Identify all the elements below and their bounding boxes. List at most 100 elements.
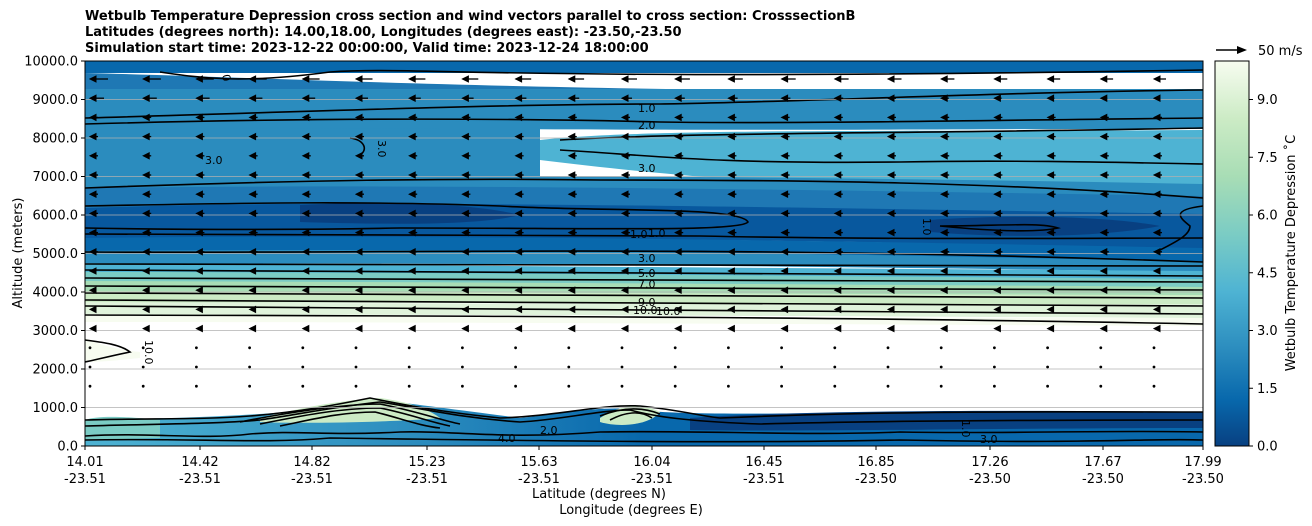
x-tick-label-lat: 16.04 xyxy=(633,455,670,470)
x-tick-label-lon: -23.51 xyxy=(631,472,673,487)
wind-dot xyxy=(993,365,996,369)
wind-arrowhead xyxy=(833,171,842,179)
wind-arrowhead xyxy=(88,171,97,179)
wind-arrowhead xyxy=(940,113,948,122)
wind-arrowhead xyxy=(88,267,97,275)
wind-arrowhead xyxy=(1099,209,1108,218)
wind-arrowhead xyxy=(301,190,310,199)
wind-dot xyxy=(1046,365,1049,369)
wind-arrowhead xyxy=(1046,305,1055,314)
wind-arrowhead xyxy=(780,190,789,199)
colorbar-tick-label: 6.0 xyxy=(1257,209,1278,224)
wind-dot xyxy=(780,365,783,369)
wind-arrowhead xyxy=(940,267,948,275)
wind-arrowhead xyxy=(142,228,150,237)
wind-arrowhead xyxy=(674,94,682,103)
wind-arrowhead xyxy=(567,151,576,160)
wind-arrowhead xyxy=(195,267,203,275)
wind-arrowhead xyxy=(886,75,895,83)
wind-arrowhead xyxy=(780,209,789,218)
x-tick-label-lon: -23.50 xyxy=(855,472,897,487)
wind-dot xyxy=(833,365,837,369)
wind-arrowhead xyxy=(940,94,948,103)
wind-arrowhead xyxy=(727,113,735,122)
wind-arrowhead xyxy=(248,113,257,122)
wind-arrowhead xyxy=(727,286,735,295)
wind-arrowhead xyxy=(195,305,203,314)
wind-arrowhead xyxy=(195,151,203,160)
wind-arrowhead xyxy=(1046,247,1055,256)
wind-arrowhead xyxy=(567,286,576,295)
wind-arrowhead xyxy=(354,132,363,141)
wind-arrowhead xyxy=(780,113,789,122)
wind-arrowhead xyxy=(1046,190,1055,199)
wind-arrowhead xyxy=(514,228,523,237)
wind-arrowhead xyxy=(886,94,895,103)
wind-dot xyxy=(673,365,677,369)
wind-arrowhead xyxy=(408,305,416,314)
wind-arrowhead xyxy=(195,171,203,179)
colorbar-bar xyxy=(1214,60,1250,447)
wind-arrowhead xyxy=(301,132,310,141)
wind-arrowhead xyxy=(833,113,842,122)
contour-label: 2.0 xyxy=(638,119,656,132)
wind-arrowhead xyxy=(408,151,416,160)
wind-arrowhead xyxy=(301,228,310,237)
contour-label: 5.0 xyxy=(638,267,656,280)
wind-arrowhead xyxy=(833,247,842,256)
x-tick-label-lat: 17.26 xyxy=(971,455,1008,470)
wind-arrowhead xyxy=(1099,267,1108,275)
wind-arrowhead xyxy=(248,75,257,83)
colorbar-tick-label: 4.5 xyxy=(1257,266,1278,281)
wind-dot xyxy=(1099,365,1103,369)
contour-label: 10.0 xyxy=(656,305,681,318)
wind-arrowhead xyxy=(461,286,469,295)
wind-arrowhead xyxy=(354,75,363,83)
wind-dot xyxy=(1046,346,1049,350)
wind-arrowhead xyxy=(940,228,948,237)
wind-dot xyxy=(407,365,411,369)
wind-dot xyxy=(673,346,677,350)
wind-arrowhead xyxy=(1046,171,1055,179)
wind-arrowhead xyxy=(301,113,310,122)
wind-dot xyxy=(567,365,571,369)
wind-arrowhead xyxy=(833,94,842,103)
wind-arrowhead xyxy=(620,209,629,218)
wind-arrowhead xyxy=(354,267,363,275)
wind-arrowhead xyxy=(940,247,948,256)
wind-dot xyxy=(727,346,730,350)
contour-label: 10.0 xyxy=(142,340,155,365)
x-tick-label-lat: 14.42 xyxy=(181,455,218,470)
wind-dot xyxy=(514,384,517,388)
wind-arrowhead xyxy=(993,247,1001,256)
chart-title-line2: Latitudes (degrees north): 14.00,18.00, … xyxy=(85,25,682,40)
colorbar-tick-label: 3.0 xyxy=(1257,324,1278,339)
wind-arrowhead xyxy=(354,171,363,179)
wind-arrowhead xyxy=(301,209,310,218)
wind-dot xyxy=(88,365,92,369)
wind-arrowhead xyxy=(727,75,735,83)
wind-dot xyxy=(727,384,730,388)
contour-label: 3.0 xyxy=(638,252,656,265)
wind-dot xyxy=(354,384,358,388)
wind-arrowhead xyxy=(248,228,257,237)
wind-arrowhead xyxy=(354,209,363,218)
wind-arrowhead xyxy=(833,267,842,275)
wind-dot xyxy=(141,384,145,388)
wind-arrowhead xyxy=(993,132,1001,141)
contour-label: 3.0 xyxy=(980,433,998,446)
wind-arrowhead xyxy=(567,75,576,83)
wind-arrowhead xyxy=(886,113,895,122)
y-tick-label: 6000.0 xyxy=(33,209,79,224)
wind-arrowhead xyxy=(1046,94,1055,103)
wind-arrowhead xyxy=(993,113,1001,122)
x-tick-label-lon: -23.51 xyxy=(64,472,106,487)
wind-dot xyxy=(88,384,92,388)
wind-dot xyxy=(407,346,411,350)
wind-arrowhead xyxy=(461,228,469,237)
wind-arrowhead xyxy=(142,267,150,275)
wind-arrowhead xyxy=(88,75,97,83)
wind-arrowhead xyxy=(301,286,310,295)
wind-dot xyxy=(993,346,996,350)
wind-arrowhead xyxy=(780,171,789,179)
